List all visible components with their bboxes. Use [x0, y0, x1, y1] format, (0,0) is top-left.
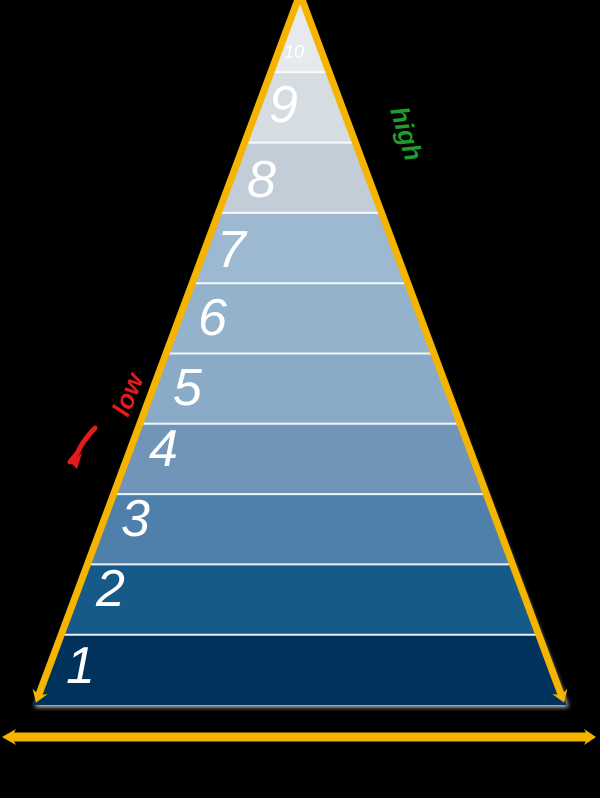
svg-text:9: 9 [269, 76, 298, 134]
svg-text:2: 2 [95, 560, 125, 618]
svg-text:6: 6 [198, 289, 227, 347]
svg-text:high: high [384, 103, 429, 164]
svg-text:10: 10 [284, 42, 304, 62]
svg-text:5: 5 [173, 359, 203, 417]
svg-text:4: 4 [149, 420, 178, 478]
svg-text:3: 3 [121, 490, 150, 548]
svg-text:7: 7 [217, 221, 248, 279]
svg-text:1: 1 [66, 637, 95, 695]
svg-text:8: 8 [247, 151, 276, 209]
